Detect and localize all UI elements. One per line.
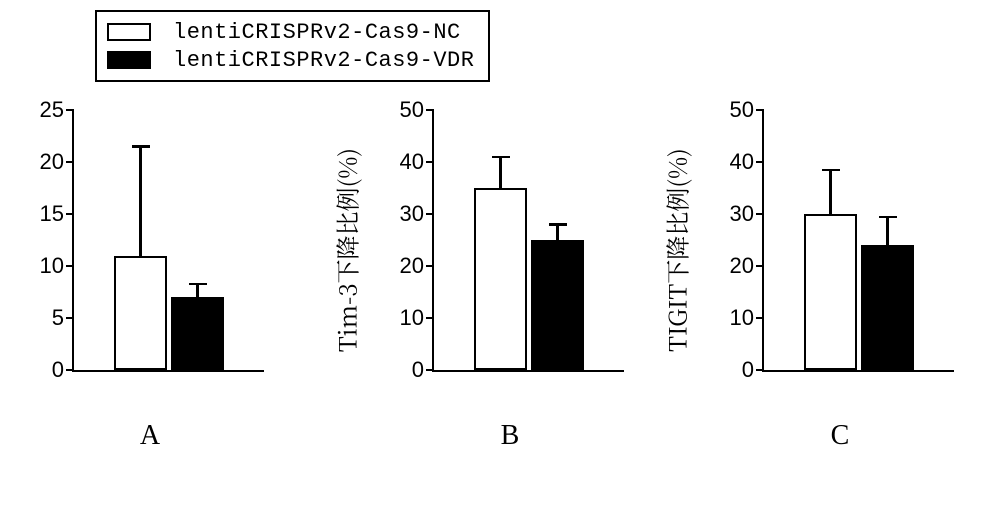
panel-letter: A [0, 420, 300, 452]
y-tick [756, 265, 764, 268]
y-tick [756, 161, 764, 164]
y-tick [756, 109, 764, 112]
error-bar [196, 284, 199, 298]
error-cap [189, 283, 207, 286]
y-tick-label: 10 [374, 305, 424, 331]
error-cap [132, 145, 150, 148]
legend-item: lentiCRISPRv2-Cas9-VDR [107, 46, 474, 74]
panel-letter: B [360, 420, 660, 452]
panel-a: PD-1下降比例（%） 0510152025 A [0, 100, 300, 400]
y-tick-label: 0 [704, 357, 754, 383]
y-tick [426, 265, 434, 268]
y-tick-label: 0 [14, 357, 64, 383]
y-tick-label: 15 [14, 201, 64, 227]
bar-vdr [861, 245, 914, 370]
y-tick [756, 369, 764, 372]
y-tick-label: 50 [704, 97, 754, 123]
bar-vdr [531, 240, 584, 370]
y-tick [66, 369, 74, 372]
y-tick-label: 5 [14, 305, 64, 331]
y-tick-label: 20 [704, 253, 754, 279]
bar-nc [114, 256, 167, 370]
error-cap [549, 223, 567, 226]
panel-b: Tim-3下降比例(%) 01020304050 B [360, 100, 660, 400]
y-tick [66, 109, 74, 112]
y-tick [66, 213, 74, 216]
y-tick-label: 25 [14, 97, 64, 123]
y-tick-label: 40 [374, 149, 424, 175]
error-bar [556, 224, 559, 240]
error-bar [829, 170, 832, 214]
error-bar [886, 217, 889, 246]
y-tick [66, 161, 74, 164]
y-tick [66, 317, 74, 320]
legend-label-vdr: lentiCRISPRv2-Cas9-VDR [173, 48, 474, 73]
y-tick [426, 161, 434, 164]
y-tick-label: 20 [374, 253, 424, 279]
y-tick [426, 213, 434, 216]
y-tick-label: 20 [14, 149, 64, 175]
y-tick-label: 30 [374, 201, 424, 227]
y-tick-label: 10 [704, 305, 754, 331]
error-cap [879, 216, 897, 219]
axes: 01020304050 [762, 110, 954, 372]
y-tick [426, 369, 434, 372]
y-tick-label: 30 [704, 201, 754, 227]
y-tick [426, 317, 434, 320]
y-tick [756, 213, 764, 216]
legend-item: lentiCRISPRv2-Cas9-NC [107, 18, 474, 46]
error-cap [492, 156, 510, 159]
y-tick-label: 0 [374, 357, 424, 383]
chart-tigit: TIGIT下降比例(%) 01020304050 [690, 100, 990, 400]
error-bar [139, 146, 142, 255]
legend-swatch-nc [107, 23, 151, 41]
bar-nc [474, 188, 527, 370]
y-axis-label: TIGIT下降比例(%) [659, 148, 694, 352]
chart-tim3: Tim-3下降比例(%) 01020304050 [360, 100, 660, 400]
y-tick-label: 50 [374, 97, 424, 123]
y-tick [756, 317, 764, 320]
y-tick [426, 109, 434, 112]
bar-nc [804, 214, 857, 370]
error-bar [499, 157, 502, 188]
chart-pd1: PD-1下降比例（%） 0510152025 [0, 100, 300, 400]
y-tick [66, 265, 74, 268]
y-axis-label: PD-1下降比例（%） [0, 139, 4, 360]
y-tick-label: 40 [704, 149, 754, 175]
y-tick-label: 10 [14, 253, 64, 279]
panel-c: TIGIT下降比例(%) 01020304050 C [690, 100, 990, 400]
axes: 01020304050 [432, 110, 624, 372]
error-cap [822, 169, 840, 172]
bar-vdr [171, 297, 224, 370]
legend-label-nc: lentiCRISPRv2-Cas9-NC [173, 20, 461, 45]
panel-letter: C [690, 420, 990, 452]
legend-swatch-vdr [107, 51, 151, 69]
legend: lentiCRISPRv2-Cas9-NC lentiCRISPRv2-Cas9… [95, 10, 490, 82]
figure-canvas: lentiCRISPRv2-Cas9-NC lentiCRISPRv2-Cas9… [0, 0, 1000, 511]
y-axis-label: Tim-3下降比例(%) [329, 148, 364, 352]
axes: 0510152025 [72, 110, 264, 372]
